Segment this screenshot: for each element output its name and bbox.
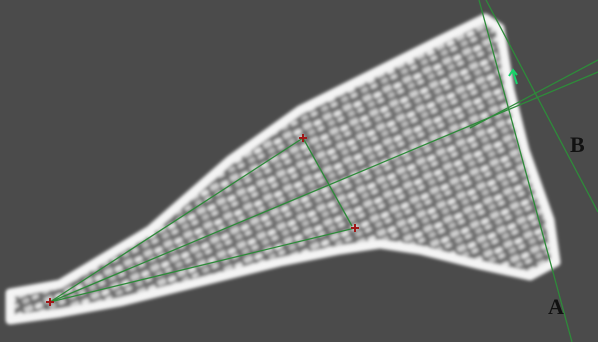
- label-a: A: [548, 294, 564, 319]
- ct-scan: B A: [0, 0, 598, 342]
- label-b: B: [570, 132, 585, 157]
- page: B A (() => { const data = JSON.parse(doc…: [0, 0, 598, 342]
